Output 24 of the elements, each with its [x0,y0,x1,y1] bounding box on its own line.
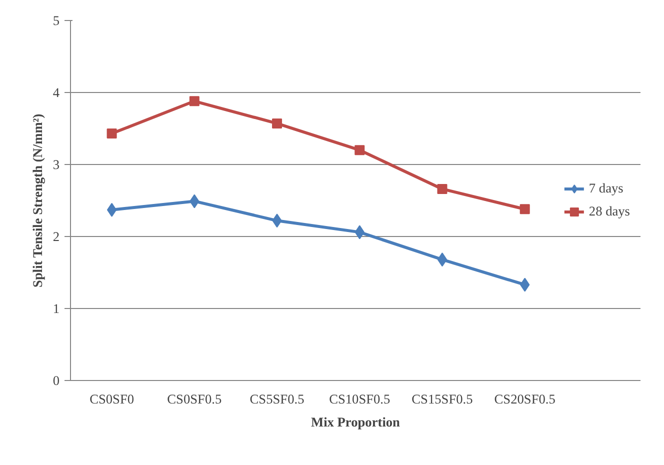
legend-label: 28 days [588,204,630,220]
y-axis-title: Split Tensile Strength (N/mm²) [30,114,45,288]
point [106,202,117,217]
y-tick-label: 0 [52,373,60,388]
y-tick-label: 1 [52,301,60,316]
x-tick-label: CS15SF0.5 [412,392,474,406]
legend-label: 7 days [588,180,624,196]
y-tick-label: 5 [52,13,60,28]
x-tick-label: CS0SF0.5 [167,392,222,406]
y-tick-label: 4 [52,85,60,100]
point [437,184,448,194]
point [272,118,282,128]
point [354,145,365,156]
x-axis-title: Mix Proportion [311,414,401,430]
x-tick-label: CS0SF0 [90,392,134,406]
x-tick-label: CS10SF0.5 [329,392,391,406]
x-tick-label: CS20SF0.5 [494,392,556,406]
point [106,128,117,139]
y-tick-label: 3 [52,157,60,172]
y-tick-label: 2 [52,229,60,244]
point [189,96,200,106]
x-tick-label: CS5SF0.5 [250,392,305,406]
point [520,204,530,214]
point [437,252,448,267]
